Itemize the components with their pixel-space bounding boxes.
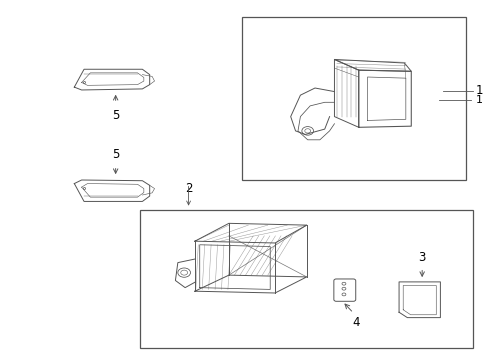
Text: 4: 4 bbox=[352, 316, 360, 329]
Bar bbox=[242, 18, 465, 180]
Text: 3: 3 bbox=[418, 251, 425, 264]
Text: 5: 5 bbox=[112, 148, 119, 161]
Bar bbox=[140, 210, 472, 348]
FancyBboxPatch shape bbox=[333, 279, 355, 301]
Text: 1: 1 bbox=[474, 84, 482, 97]
Text: 1: 1 bbox=[474, 95, 482, 105]
Text: 2: 2 bbox=[184, 182, 192, 195]
Text: 5: 5 bbox=[112, 109, 119, 122]
